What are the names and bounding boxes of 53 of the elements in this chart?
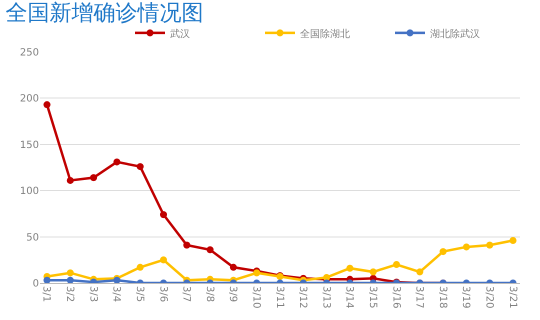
y-tick-label: 250 [20, 48, 39, 58]
point [510, 237, 517, 244]
x-tick-label: 3/3 [87, 286, 98, 302]
point [113, 158, 120, 166]
point [43, 101, 50, 108]
x-tick-label: 3/20 [483, 286, 494, 308]
legend-label: 全国除湖北 [300, 28, 350, 40]
point [370, 268, 377, 276]
point [66, 269, 74, 276]
point [206, 246, 214, 254]
point [136, 264, 144, 271]
y-tick-label: 150 [20, 140, 39, 151]
point [66, 276, 74, 283]
x-tick-label: 3/14 [344, 286, 355, 308]
point [462, 243, 470, 250]
x-tick-label: 3/1 [40, 286, 52, 302]
point [43, 276, 50, 283]
point [393, 261, 400, 268]
chart-title: 全国新增确诊情况图 [5, 1, 204, 26]
point [136, 163, 144, 170]
point [160, 256, 167, 264]
x-tick-label: 3/17 [414, 286, 425, 308]
point [183, 242, 190, 249]
point [440, 248, 447, 256]
point [90, 174, 98, 182]
y-tick-label: 50 [26, 232, 39, 244]
x-tick-label: 3/11 [274, 286, 285, 308]
y-tick-label: 200 [20, 94, 39, 105]
x-tick-label: 3/13 [320, 286, 332, 308]
x-tick-label: 3/19 [460, 286, 472, 308]
x-tick-label: 3/10 [250, 286, 262, 308]
x-tick-label: 3/8 [204, 286, 215, 302]
x-tick-label: 3/15 [366, 286, 378, 308]
legend-label: 湖北除武汉 [430, 28, 480, 40]
x-tick-label: 3/7 [180, 286, 192, 302]
x-tick-label: 3/6 [157, 286, 168, 302]
x-tick-label: 3/18 [436, 286, 448, 308]
point [160, 211, 167, 218]
point [416, 268, 424, 276]
legend-label: 武汉 [170, 28, 190, 40]
y-tick-label: 0 [32, 278, 39, 290]
x-tick-label: 3/12 [297, 286, 308, 308]
x-tick-label: 3/2 [64, 286, 76, 302]
point [66, 176, 74, 184]
point [230, 264, 237, 271]
x-tick-label: 3/16 [390, 286, 402, 308]
point [346, 264, 354, 272]
x-tick-label: 3/21 [506, 286, 518, 308]
x-tick-label: 3/4 [110, 286, 122, 302]
x-tick-label: 3/5 [134, 286, 145, 302]
point [486, 242, 494, 249]
y-tick-label: 100 [20, 186, 39, 198]
x-tick-label: 3/9 [227, 286, 238, 302]
